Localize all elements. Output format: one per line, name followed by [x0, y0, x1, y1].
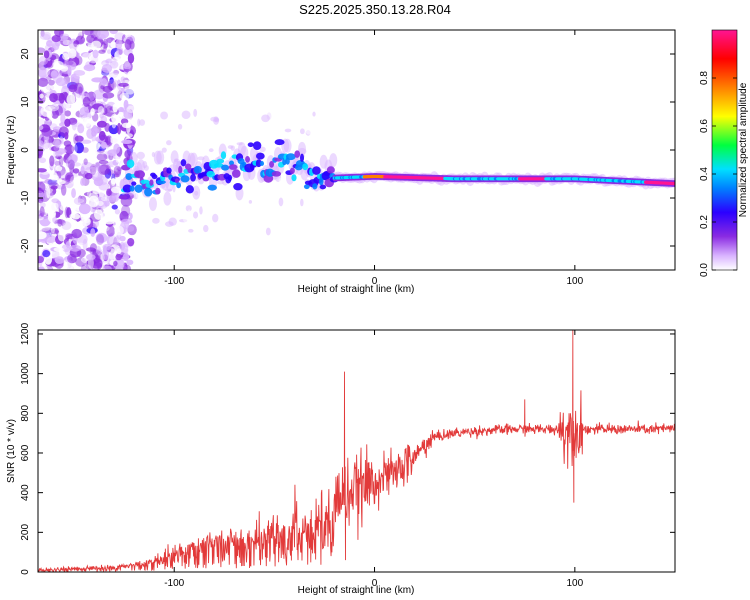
- top-x-tick-label: 100: [566, 276, 583, 287]
- bottom-x-tick-label: 0: [372, 578, 378, 589]
- bottom-y-tick-label: 400: [20, 484, 31, 501]
- bottom-y-tick-label: 200: [20, 524, 31, 541]
- top-y-tick-label: 10: [20, 96, 31, 108]
- top-y-axis-label: Frequency (Hz): [6, 116, 17, 185]
- spectrogram-content: [38, 30, 675, 270]
- bottom-y-tick-label: 1000: [20, 362, 31, 385]
- bottom-y-tick-label: 800: [20, 405, 31, 422]
- snr-background: [38, 330, 675, 572]
- snr-content: [38, 330, 675, 572]
- bottom-x-tick-label: 100: [566, 578, 583, 589]
- bottom-y-axis-label: SNR (10 * v/v): [6, 419, 17, 483]
- top-x-ticks: -100 0 100: [164, 30, 584, 287]
- snr-panel: -100 0 100 0 200 400 600 800 1000 1200 Height of…: [6, 322, 676, 596]
- colorbar-tick-label: 0.2: [699, 215, 710, 229]
- top-y-tick-label: 20: [20, 48, 31, 60]
- top-y-ticks: -20 -10 0 10 20: [20, 48, 675, 253]
- top-x-tick-label: -100: [164, 276, 184, 287]
- spectrogram-ridge: [121, 139, 675, 197]
- spectrogram-noise-blobs: [38, 30, 317, 270]
- bottom-x-ticks: -100 0 100: [164, 330, 584, 589]
- colorbar-tick-label: 0.8: [699, 71, 710, 85]
- top-x-axis-label: Height of straight line (km): [298, 284, 415, 295]
- top-x-tick-label: 0: [372, 276, 378, 287]
- bottom-x-tick-label: -100: [164, 578, 184, 589]
- colorbar-tick-label: 0.0: [699, 263, 710, 277]
- colorbar: 0.0 0.2 0.4 0.6 0.8 Normalized spectral ampl…: [699, 29, 749, 277]
- colorbar-tick-label: 0.4: [699, 167, 710, 181]
- bottom-y-tick-label: 1200: [20, 322, 31, 345]
- bottom-y-ticks: 0 200 400 600 800 1000 1200: [20, 322, 675, 575]
- colorbar-gradient: [711, 29, 738, 271]
- colorbar-tick-label: 0.6: [699, 119, 710, 133]
- colorbar-ticks: 0.0 0.2 0.4 0.6 0.8: [699, 71, 737, 277]
- top-y-tick-label: 0: [20, 147, 31, 153]
- bottom-y-tick-label: 0: [20, 569, 31, 575]
- figure-title: S225.2025.350.13.28.R04: [299, 2, 451, 17]
- top-y-tick-label: -20: [20, 238, 31, 253]
- snr-series-line: [38, 330, 675, 572]
- colorbar-label: Normalized spectral amplitude: [738, 82, 749, 217]
- bottom-x-axis-label: Height of straight line (km): [298, 585, 415, 596]
- snr-frame: [37, 329, 676, 573]
- top-y-tick-label: -10: [20, 190, 31, 205]
- bottom-y-tick-label: 600: [20, 444, 31, 461]
